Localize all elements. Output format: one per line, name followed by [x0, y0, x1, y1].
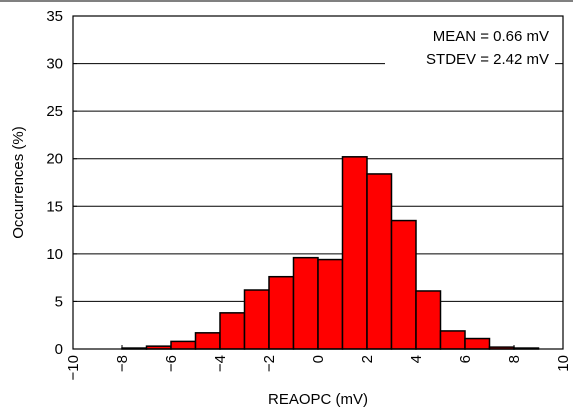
- histogram-bar: [390, 219, 417, 350]
- histogram-bar: [219, 312, 246, 350]
- y-tick-label: 35: [46, 8, 63, 25]
- histogram-bar: [170, 340, 197, 350]
- y-tick-label: 0: [55, 341, 63, 358]
- x-tick-label: 6: [457, 355, 474, 363]
- x-tick-label: −10: [65, 355, 82, 380]
- x-tick-label: −6: [163, 355, 180, 372]
- histogram-bars: [121, 156, 540, 350]
- histogram-bar: [292, 256, 319, 350]
- x-axis-title: REAOPC (mV): [268, 391, 368, 408]
- x-tick-label: −8: [114, 355, 131, 372]
- histogram-bar: [243, 289, 270, 350]
- histogram-bar: [268, 275, 295, 350]
- histogram-bar: [317, 258, 344, 350]
- y-axis-title: Occurrences (%): [10, 126, 27, 239]
- histogram-bar: [415, 290, 442, 350]
- y-tick-label: 5: [55, 293, 63, 310]
- stdev-annotation: STDEV = 2.42 mV: [426, 51, 549, 68]
- y-tick-label: 15: [46, 198, 63, 215]
- x-tick-label: 10: [555, 355, 572, 372]
- x-tick-label: 4: [408, 355, 425, 363]
- histogram-bar: [341, 156, 368, 350]
- histogram-bar: [194, 332, 221, 350]
- x-tick-label: 8: [506, 355, 523, 363]
- mean-annotation: MEAN = 0.66 mV: [433, 28, 549, 45]
- x-tick-label: −2: [261, 355, 278, 372]
- y-tick-labels: 0 5 10 15 20 25 30 35: [46, 8, 77, 358]
- histogram-bar: [464, 337, 491, 350]
- y-tick-label: 20: [46, 151, 63, 168]
- x-tick-label: −4: [212, 355, 229, 372]
- x-tick-label: 2: [359, 355, 376, 363]
- y-tick-label: 30: [46, 56, 63, 73]
- histogram-bar: [439, 330, 466, 350]
- annotation-box: [385, 23, 555, 69]
- y-tick-label: 10: [46, 246, 63, 263]
- x-tick-label: 0: [310, 355, 327, 363]
- x-tick-labels: −10 −8 −6 −4 −2 0 2 4 6 8 10: [65, 345, 572, 380]
- y-tick-label: 25: [46, 103, 63, 120]
- histogram-bar: [366, 173, 393, 350]
